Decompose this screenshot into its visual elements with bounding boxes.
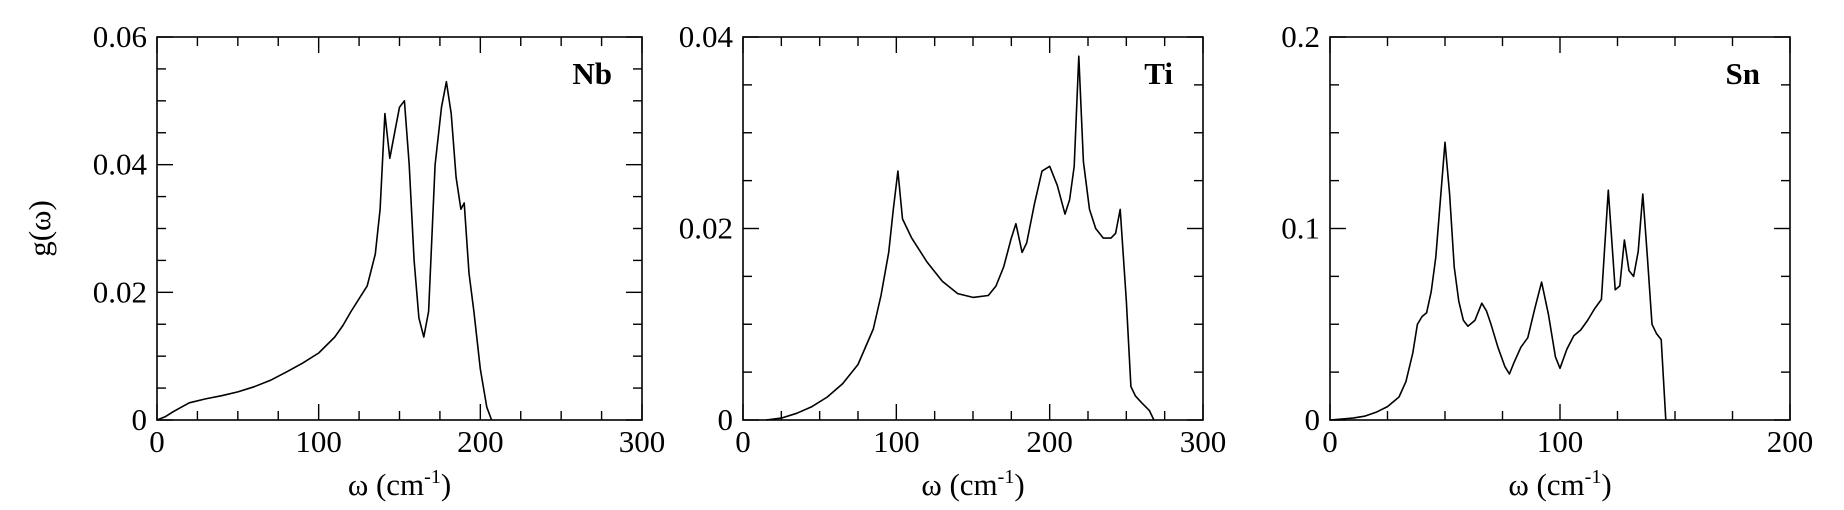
panel-label-sn: Sn [1726, 56, 1760, 91]
x-tick-label-sn: 200 [1767, 424, 1814, 459]
x-axis-label-sn: ω (cm-1) [1508, 466, 1611, 502]
series-line-sn [1329, 141, 1667, 421]
y-tick-label-nb: 0.04 [93, 147, 148, 182]
y-tick-label-ti: 0 [718, 402, 734, 437]
y-tick-label-sn: 0.2 [1281, 19, 1320, 54]
x-axis-label-ti: ω (cm-1) [921, 466, 1024, 502]
x-tick-label-sn: 0 [1322, 424, 1338, 459]
y-tick-label-nb: 0.06 [93, 19, 147, 54]
y-tick-label-nb: 0.02 [93, 274, 147, 309]
x-tick-label-nb: 0 [149, 424, 165, 459]
x-tick-label-ti: 0 [735, 424, 751, 459]
x-tick-label-sn: 100 [1537, 424, 1584, 459]
x-tick-label-ti: 300 [1180, 424, 1227, 459]
panel-label-ti: Ti [1144, 56, 1173, 91]
panel-label-nb: Nb [572, 56, 612, 91]
plot-frame-ti [742, 36, 1204, 421]
series-line-nb [156, 80, 493, 421]
y-tick-label-sn: 0.1 [1281, 211, 1320, 246]
x-tick-label-nb: 200 [457, 424, 504, 459]
plot-frame-sn [1329, 36, 1791, 421]
y-tick-label-ti: 0.02 [679, 211, 733, 246]
y-tick-label-ti: 0.04 [679, 19, 734, 54]
x-tick-label-nb: 100 [295, 424, 342, 459]
plot-frame-nb [156, 36, 643, 421]
panel-nb: 0 100 200 300 0 0.02 0.04 0.06 Nb ω (cm-1) g(ω) [22, 19, 665, 502]
panel-ti: 0 100 200 300 0 0.02 0.04 Ti ω (cm-1) [679, 19, 1227, 502]
x-axis-label-nb: ω (cm-1) [348, 466, 451, 502]
series-line-ti [765, 55, 1155, 421]
y-tick-label-nb: 0 [132, 402, 148, 437]
x-tick-label-ti: 200 [1026, 424, 1073, 459]
x-tick-label-ti: 100 [873, 424, 920, 459]
x-tick-label-nb: 300 [619, 424, 666, 459]
panel-sn: 0 100 200 0 0.1 0.2 Sn ω (cm-1) [1281, 19, 1813, 502]
y-axis-label-nb: g(ω) [22, 200, 57, 257]
y-tick-label-sn: 0 [1305, 402, 1321, 437]
